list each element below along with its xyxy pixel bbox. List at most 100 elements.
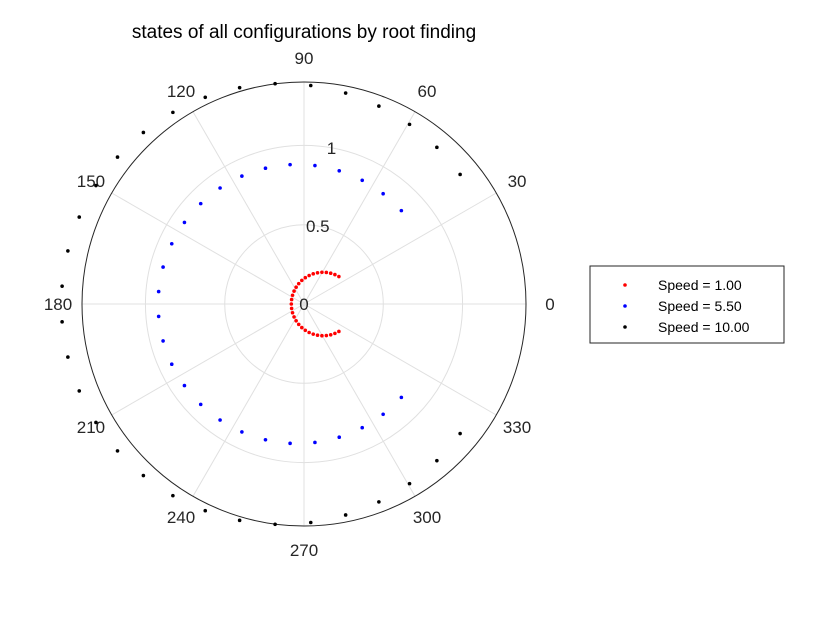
data-point xyxy=(315,333,320,338)
theta-grid-spoke xyxy=(303,303,416,497)
data-point xyxy=(263,437,268,442)
data-point xyxy=(240,174,244,178)
data-point xyxy=(377,104,381,108)
data-point xyxy=(307,273,311,278)
data-point xyxy=(337,435,342,440)
legend-box xyxy=(589,265,785,344)
data-point xyxy=(77,389,82,393)
data-point xyxy=(182,220,187,225)
data-point xyxy=(290,293,295,298)
data-point xyxy=(303,275,308,280)
data-point xyxy=(292,315,296,319)
legend-label: Speed = 5.50 xyxy=(658,298,742,314)
data-point xyxy=(333,331,337,336)
data-point xyxy=(360,178,365,183)
data-point xyxy=(289,306,294,311)
data-point xyxy=(288,162,292,167)
data-point xyxy=(407,481,412,486)
theta-grid-spoke xyxy=(192,111,305,305)
theta-grid-spoke xyxy=(192,303,305,497)
data-point xyxy=(399,208,404,213)
data-point xyxy=(328,271,333,276)
data-point xyxy=(156,314,161,319)
data-point xyxy=(115,449,120,453)
data-point xyxy=(289,302,294,306)
data-point xyxy=(311,332,316,336)
data-point xyxy=(198,402,203,407)
data-point xyxy=(300,325,304,330)
data-point xyxy=(60,284,64,288)
legend: Speed = 1.00 Speed = 5.50 Speed = 10.00 xyxy=(589,265,785,344)
data-point xyxy=(182,383,187,388)
data-point xyxy=(307,330,311,335)
theta-grid-spoke xyxy=(303,111,416,305)
data-point xyxy=(296,281,301,286)
legend-marker xyxy=(623,304,627,308)
theta-grid-spoke xyxy=(111,192,305,305)
theta-tick-label: 60 xyxy=(418,82,437,101)
data-point xyxy=(66,355,70,359)
data-point xyxy=(360,425,365,430)
data-point xyxy=(328,332,333,337)
legend-label: Speed = 1.00 xyxy=(658,277,742,293)
legend-marker xyxy=(623,325,627,329)
data-point xyxy=(240,430,244,434)
data-point xyxy=(263,166,268,171)
data-point xyxy=(115,155,120,159)
data-point xyxy=(337,168,342,173)
theta-grid-spoke xyxy=(111,303,305,416)
r-tick-label: 0.5 xyxy=(306,217,330,236)
r-tick-label: 0 xyxy=(299,295,308,314)
data-point xyxy=(237,518,242,523)
data-point xyxy=(171,493,175,498)
theta-grid-spoke xyxy=(303,192,497,305)
data-point xyxy=(337,329,341,334)
data-point xyxy=(435,145,439,150)
data-point xyxy=(458,431,462,436)
legend-label: Speed = 10.00 xyxy=(658,319,750,335)
data-point xyxy=(94,420,98,425)
data-point xyxy=(218,418,222,422)
data-point xyxy=(377,500,381,504)
data-point xyxy=(161,265,165,269)
data-point xyxy=(77,215,82,219)
data-point xyxy=(308,520,313,525)
theta-tick-label: 300 xyxy=(413,508,441,527)
data-point xyxy=(273,522,277,527)
data-point xyxy=(294,319,298,323)
theta-tick-label: 120 xyxy=(167,82,195,101)
data-point xyxy=(292,289,296,293)
data-point xyxy=(303,328,308,333)
theta-tick-label: 270 xyxy=(290,541,318,560)
theta-grid-spoke xyxy=(303,303,497,416)
data-point xyxy=(171,110,175,115)
theta-tick-label: 240 xyxy=(167,508,195,527)
data-point xyxy=(294,285,298,289)
theta-tick-label: 180 xyxy=(44,295,72,314)
chart-title: states of all configurations by root fin… xyxy=(132,22,476,43)
data-point xyxy=(343,513,348,517)
series-group xyxy=(156,162,404,446)
data-point xyxy=(218,186,222,190)
data-point xyxy=(313,440,317,445)
data-point xyxy=(333,272,337,277)
data-point xyxy=(320,333,324,338)
data-point xyxy=(237,85,242,90)
data-point xyxy=(381,412,385,417)
data-point xyxy=(60,320,64,324)
theta-tick-label: 150 xyxy=(77,172,105,191)
r-tick-labels: 00.51 xyxy=(299,139,336,314)
data-point xyxy=(94,183,98,188)
theta-tick-label: 330 xyxy=(503,418,531,437)
data-point xyxy=(288,441,292,446)
data-point xyxy=(343,91,348,95)
data-point xyxy=(324,270,329,275)
data-point xyxy=(381,191,385,196)
data-point xyxy=(407,122,412,127)
theta-tick-labels: 0 30 60 90 120 150 180 210 240 270 300 330 xyxy=(44,49,555,560)
data-point xyxy=(324,333,329,338)
data-point xyxy=(141,130,146,135)
data-point xyxy=(308,83,313,88)
data-point xyxy=(141,473,146,478)
